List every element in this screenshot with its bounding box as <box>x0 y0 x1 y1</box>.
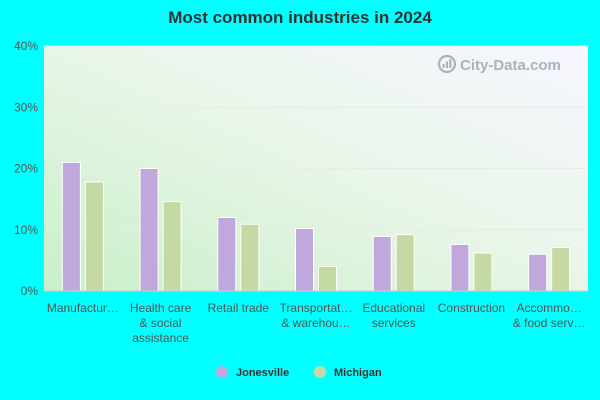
chart-logo-icon <box>437 54 457 74</box>
x-tick-label: Educational services <box>362 301 425 330</box>
x-tick-label: Construction <box>438 301 505 315</box>
bar-michigan-1 <box>162 201 182 292</box>
x-tick-label: Manufactur… <box>47 301 119 315</box>
bar-jonesville-4 <box>372 235 392 292</box>
x-tick-label: Accommo… & food serv… <box>513 301 586 330</box>
watermark: City-Data.com <box>437 54 561 74</box>
chart-title: Most common industries in 2024 <box>168 8 432 27</box>
y-tick-label: 0% <box>21 284 39 298</box>
bar-jonesville-0 <box>61 161 81 292</box>
x-tick-label: Retail trade <box>208 301 270 315</box>
x-tick-label: Transportat… & warehou… <box>280 301 353 330</box>
bar-michigan-0 <box>84 181 104 292</box>
bar-jonesville-6 <box>528 253 548 292</box>
watermark-text: City-Data.com <box>460 57 561 74</box>
bar-jonesville-3 <box>295 228 314 292</box>
bar-michigan-6 <box>551 247 571 292</box>
x-tick-label: Health care & social assistance <box>130 301 192 345</box>
legend-label: Jonesville <box>236 367 289 379</box>
bar-jonesville-2 <box>217 217 237 292</box>
bar-michigan-4 <box>395 234 415 292</box>
y-tick-label: 20% <box>14 162 38 176</box>
bar-michigan-5 <box>473 252 493 292</box>
legend-swatch <box>216 366 228 378</box>
bar-jonesville-5 <box>450 243 470 292</box>
legend-label: Michigan <box>334 367 382 379</box>
y-tick-label: 10% <box>14 223 38 237</box>
legend-swatch <box>314 366 326 378</box>
bar-jonesville-1 <box>139 168 159 292</box>
bar-michigan-3 <box>318 266 337 292</box>
y-tick-label: 30% <box>14 100 38 114</box>
y-tick-label: 40% <box>14 39 38 53</box>
legend-item-michigan: Michigan <box>314 366 382 379</box>
legend-item-jonesville: Jonesville <box>216 366 289 379</box>
bar-michigan-2 <box>240 223 260 292</box>
